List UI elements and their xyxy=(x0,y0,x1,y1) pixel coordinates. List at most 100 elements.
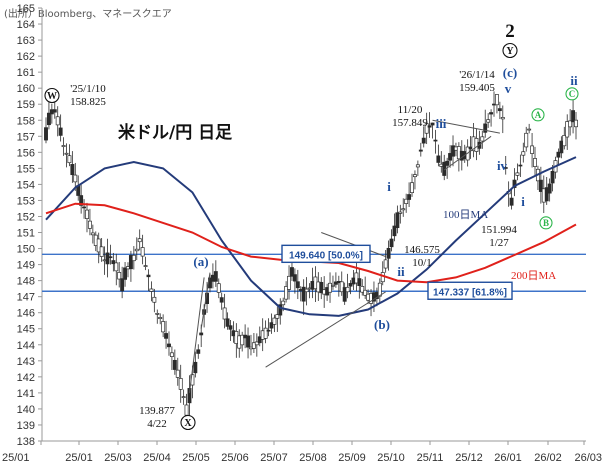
wave-label: A xyxy=(535,110,542,120)
candle-body xyxy=(407,194,412,200)
x-tick-label: 25/01 xyxy=(2,452,30,464)
candle-body xyxy=(363,289,368,296)
y-tick-label: 147 xyxy=(17,292,35,304)
wave-label: W xyxy=(47,91,57,102)
candle-body xyxy=(266,329,271,332)
candle-body xyxy=(427,125,432,128)
source-note: (出所）Bloomberg、マネースクエア xyxy=(4,7,172,20)
candle-body xyxy=(410,182,414,194)
candle-body xyxy=(96,238,101,253)
y-tick-label: 144 xyxy=(17,340,35,352)
wave-label: ii xyxy=(397,264,405,279)
y-tick-label: 151 xyxy=(17,228,35,240)
candle-body xyxy=(421,137,426,144)
candle-body xyxy=(483,123,488,133)
candle-body xyxy=(284,286,289,300)
candle-body xyxy=(46,112,51,126)
y-tick-label: 139 xyxy=(17,420,35,432)
candle-body xyxy=(114,262,119,272)
candle-body xyxy=(331,284,335,287)
y-tick-label: 159 xyxy=(17,99,35,111)
y-tick-label: 143 xyxy=(17,356,35,368)
candle-body xyxy=(240,334,245,346)
wave-label: ii xyxy=(570,73,578,88)
candle-body xyxy=(383,259,388,269)
wave-label: i xyxy=(521,194,525,209)
candle-body xyxy=(105,252,110,265)
candle-body xyxy=(281,300,286,306)
candle-body xyxy=(430,122,435,126)
candle-body xyxy=(164,333,169,339)
y-tick-label: 158 xyxy=(17,115,35,127)
fib-label-text: 147.337 [61.8%] xyxy=(433,287,507,298)
y-tick-label: 150 xyxy=(17,244,35,256)
candle-body xyxy=(117,272,122,280)
wave-label: (a) xyxy=(193,254,208,269)
candle-body xyxy=(503,167,508,169)
y-tick-label: 140 xyxy=(17,404,35,416)
candle-body xyxy=(415,164,420,168)
candle-body xyxy=(172,359,177,370)
candle-body xyxy=(246,335,250,348)
candle-body xyxy=(436,155,441,163)
candle-body xyxy=(389,238,394,248)
candle-body xyxy=(538,179,543,192)
candle-body xyxy=(146,274,151,278)
candle-body xyxy=(521,151,526,156)
price-annotation: 151.994 xyxy=(481,224,517,236)
candle-body xyxy=(158,317,163,320)
price-annotation: 4/22 xyxy=(147,418,167,430)
candle-body xyxy=(181,396,186,399)
candle-body xyxy=(418,149,423,152)
y-tick-label: 164 xyxy=(17,19,35,31)
candle-body xyxy=(533,158,537,167)
candle-body xyxy=(339,281,344,293)
candle-body xyxy=(99,246,104,257)
wave-label-circle xyxy=(531,108,545,122)
trendline-a-low xyxy=(188,277,205,393)
candle-body xyxy=(357,278,362,287)
candle-body xyxy=(79,195,84,206)
candle-body xyxy=(108,256,113,259)
x-tick-label: 25/10 xyxy=(377,452,405,464)
candle-body xyxy=(87,220,92,229)
candle-body xyxy=(333,281,338,285)
candle-body xyxy=(263,327,268,339)
candle-body xyxy=(140,247,145,257)
y-tick-label: 155 xyxy=(17,163,35,175)
candle-body xyxy=(524,132,529,148)
candle-body xyxy=(301,286,306,302)
candle-body xyxy=(178,378,183,390)
wave-label-circle xyxy=(565,87,579,101)
candle-body xyxy=(292,274,297,282)
y-tick-label: 163 xyxy=(17,35,35,47)
x-tick-label: 25/05 xyxy=(182,452,210,464)
candle-body xyxy=(345,286,350,293)
candle-body xyxy=(219,297,224,303)
candle-body xyxy=(254,341,259,346)
candle-body xyxy=(568,120,573,128)
candle-body xyxy=(547,183,552,194)
candle-body xyxy=(398,211,403,214)
candle-body xyxy=(377,282,382,297)
candle-body xyxy=(448,153,453,161)
candle-body xyxy=(123,267,128,280)
candle-body xyxy=(515,172,520,176)
candle-body xyxy=(167,343,171,348)
candle-body xyxy=(565,121,570,138)
candle-body xyxy=(58,127,63,136)
price-annotation: 159.405 xyxy=(459,82,495,94)
candle-body xyxy=(486,119,491,123)
candle-body xyxy=(67,155,72,164)
chart-title: 米ドル/円 日足 xyxy=(118,122,232,143)
candle-body xyxy=(319,281,324,294)
candle-body xyxy=(413,174,417,178)
candle-body xyxy=(216,283,221,293)
candle-body xyxy=(199,332,204,336)
ma-100-line xyxy=(45,156,577,317)
price-annotation: 11/20 xyxy=(398,104,423,116)
candle-body xyxy=(193,361,198,374)
candle-body xyxy=(257,336,262,344)
candle-body xyxy=(433,139,438,142)
